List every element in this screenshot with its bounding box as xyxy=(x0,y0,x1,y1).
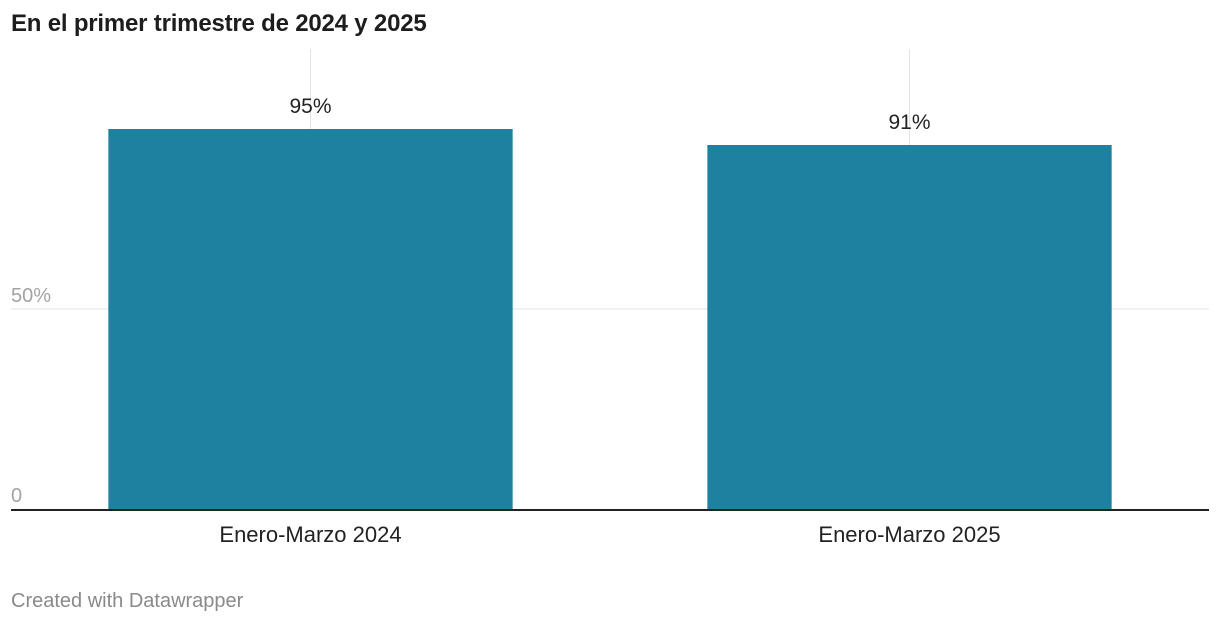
bar xyxy=(108,129,513,509)
value-label: 95% xyxy=(289,95,331,118)
bar xyxy=(707,145,1112,509)
category-label: Enero-Marzo 2024 xyxy=(219,522,401,547)
category-label: Enero-Marzo 2025 xyxy=(818,522,1000,547)
y-tick-label: 50% xyxy=(11,285,51,307)
credit-footer: Created with Datawrapper xyxy=(11,590,244,612)
labels: 0 50% 95% Enero-Marzo 2024 91% Enero-Marzo 20… xyxy=(11,95,1001,547)
chart-title: En el primer trimestre de 2024 y 2025 xyxy=(11,10,427,37)
value-label: 91% xyxy=(888,111,930,134)
bars xyxy=(108,129,1112,509)
y-tick-label: 0 xyxy=(11,485,22,507)
